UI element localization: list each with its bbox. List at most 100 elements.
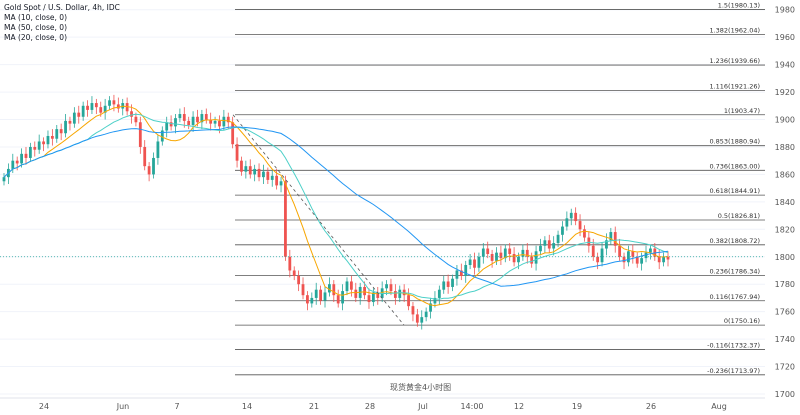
candle-body xyxy=(125,103,129,112)
candle-body xyxy=(495,252,498,261)
candle-body xyxy=(11,160,15,169)
candle-body xyxy=(662,256,666,263)
candle-body xyxy=(204,114,208,120)
candle-body xyxy=(437,289,441,298)
fib-level-label: 1.116(1921.26) xyxy=(709,82,760,90)
candle-body xyxy=(468,259,472,265)
candle-body xyxy=(301,284,305,296)
legend-ma50: MA (50, close, 0) xyxy=(4,23,68,32)
y-tick-label: 1800 xyxy=(775,253,795,262)
fib-level-label: 0.736(1863.00) xyxy=(709,162,760,170)
candle-body xyxy=(407,295,410,307)
candle-body xyxy=(336,295,340,304)
candle-body xyxy=(288,256,292,271)
x-tick-label: 12 xyxy=(514,402,524,411)
candle-body xyxy=(81,105,85,117)
candle-body xyxy=(248,166,252,175)
candle-body xyxy=(55,129,59,139)
candle-body xyxy=(99,107,103,113)
candle-body xyxy=(42,141,45,145)
x-tick-label: 14:00 xyxy=(460,402,483,411)
candle-body xyxy=(393,291,397,298)
candle-body xyxy=(354,289,358,298)
candle-body xyxy=(275,175,279,186)
candle-body xyxy=(473,259,476,268)
candle-body xyxy=(244,166,248,172)
y-tick-label: 1900 xyxy=(775,116,795,125)
candle-body xyxy=(367,295,371,303)
x-tick-label: 26 xyxy=(646,402,656,411)
y-tick-label: 1840 xyxy=(775,198,795,207)
fib-level-label: 0(1750.16) xyxy=(724,317,760,325)
candle-body xyxy=(152,157,155,175)
candle-body xyxy=(389,284,393,292)
candle-body xyxy=(134,116,138,123)
x-tick-label: 21 xyxy=(309,402,319,411)
y-tick-label: 1820 xyxy=(775,225,795,234)
candle-body xyxy=(521,249,525,257)
candle-body xyxy=(547,240,551,249)
fib-level-label: 1(1903.47) xyxy=(724,107,760,115)
candle-body xyxy=(306,295,309,304)
chart-legend: Gold Spot / U.S. Dollar, 4h, IDC MA (10,… xyxy=(4,3,120,43)
candle-body xyxy=(64,120,67,134)
candle-body xyxy=(28,146,32,158)
x-tick-label: 28 xyxy=(365,402,375,411)
candle-body xyxy=(565,218,569,227)
candle-body xyxy=(319,289,323,301)
candle-body xyxy=(503,248,507,259)
candle-body xyxy=(587,237,591,246)
candle-body xyxy=(429,303,432,312)
y-tick-label: 1720 xyxy=(775,363,795,372)
candle-body xyxy=(226,116,230,123)
candle-body xyxy=(415,314,419,323)
candle-body xyxy=(530,256,534,264)
candle-body xyxy=(90,103,94,110)
candle-body xyxy=(24,153,28,158)
candle-body xyxy=(284,181,287,257)
candle-body xyxy=(187,120,191,126)
candle-body xyxy=(196,116,199,123)
candle-body xyxy=(591,245,595,257)
candle-body xyxy=(147,166,151,175)
candle-body xyxy=(103,105,107,113)
y-tick-label: 1880 xyxy=(775,143,795,152)
candle-body xyxy=(310,297,314,304)
candle-body xyxy=(622,256,626,263)
candle-body xyxy=(341,291,344,304)
fib-level-label: 0.382(1808.72) xyxy=(709,237,760,245)
candle-body xyxy=(191,116,195,126)
candle-body xyxy=(108,100,111,106)
fib-level-label: -0.116(1732.37) xyxy=(707,342,760,350)
candle-body xyxy=(314,289,318,298)
candle-body xyxy=(279,181,283,186)
candle-body xyxy=(266,171,270,180)
candle-body xyxy=(446,281,450,287)
candle-body xyxy=(178,114,182,119)
legend-symbol: Gold Spot / U.S. Dollar, 4h, IDC xyxy=(4,3,120,12)
candle-body xyxy=(349,281,353,290)
chart-caption: 现货黄金4小时图 xyxy=(390,383,452,392)
y-tick-label: 1700 xyxy=(775,390,795,399)
candle-body xyxy=(455,270,459,279)
candle-body xyxy=(605,240,608,249)
candle-body xyxy=(143,146,147,167)
candle-body xyxy=(398,289,402,298)
candle-body xyxy=(37,141,41,150)
candle-body xyxy=(640,258,644,264)
candle-body xyxy=(257,168,261,178)
candle-body xyxy=(218,120,221,127)
candle-body xyxy=(499,252,503,259)
candle-body xyxy=(169,122,173,127)
candle-body xyxy=(486,248,490,255)
candle-body xyxy=(77,112,81,117)
candle-body xyxy=(20,153,23,164)
x-tick-label: Aug xyxy=(711,402,727,411)
candle-body xyxy=(420,317,424,323)
candle-body xyxy=(583,229,586,238)
fib-level-label: 0.618(1844.91) xyxy=(709,187,760,195)
candle-body xyxy=(657,256,661,263)
candle-body xyxy=(240,160,243,172)
fib-level-label: 0.116(1767.94) xyxy=(709,293,760,301)
